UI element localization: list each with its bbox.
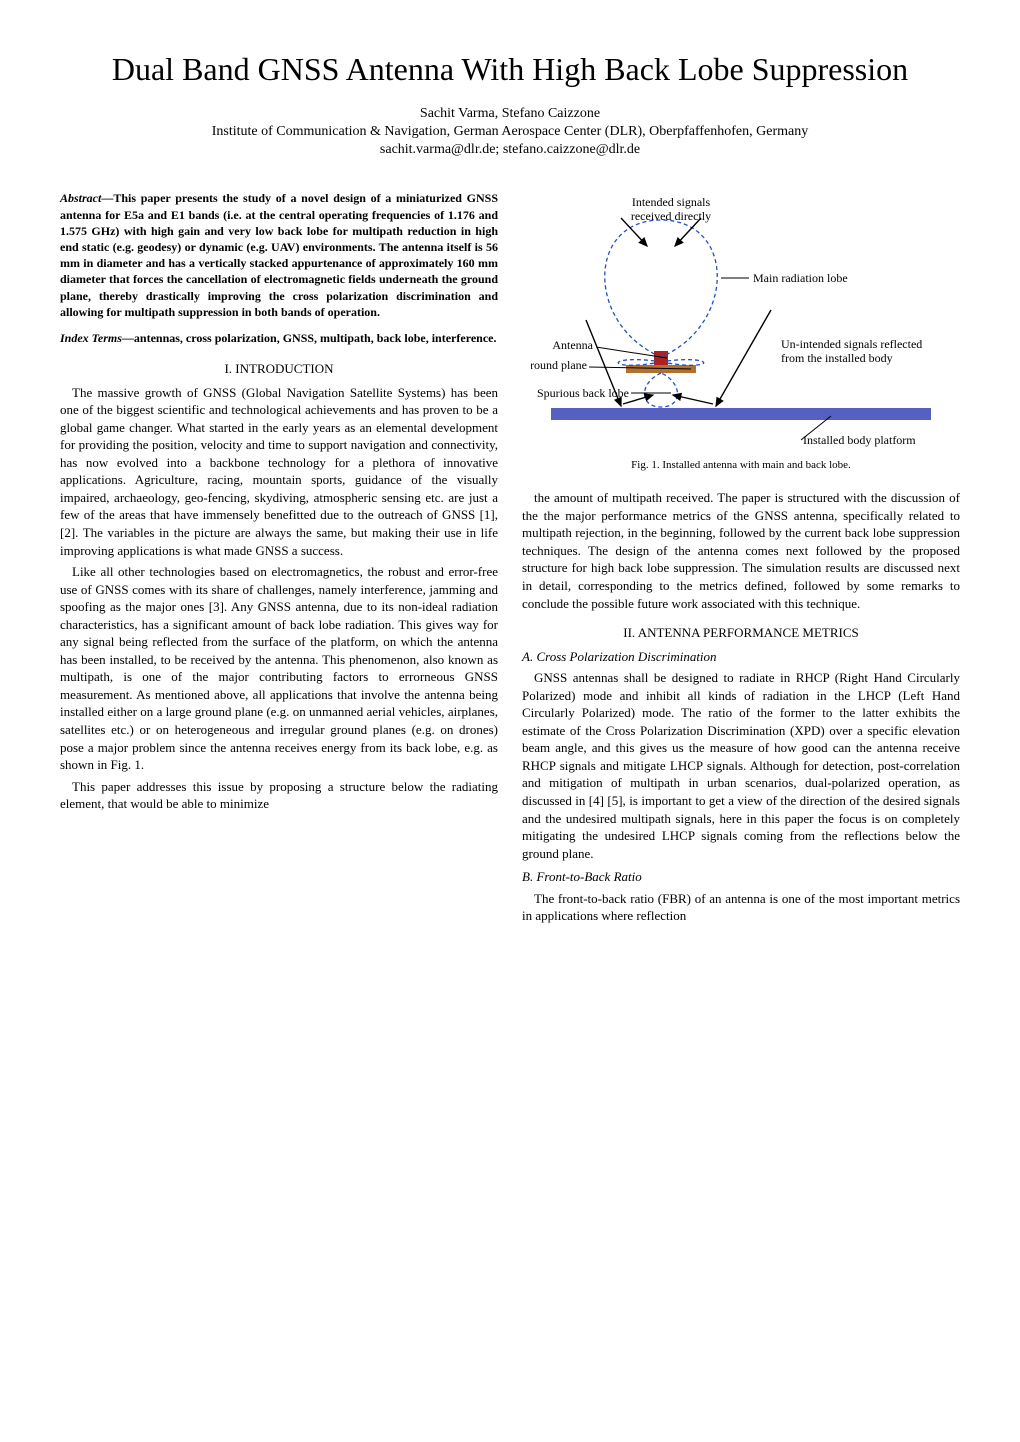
svg-text:received directly: received directly	[631, 209, 711, 223]
xpd-paragraph-1: GNSS antennas shall be designed to radia…	[522, 669, 960, 862]
figure-1-caption: Fig. 1. Installed antenna with main and …	[522, 458, 960, 473]
abstract-label: Abstract	[60, 191, 101, 205]
subsection-a-heading: A. Cross Polarization Discrimination	[522, 648, 960, 666]
column-left: Abstract—This paper presents the study o…	[60, 190, 498, 928]
index-terms-block: Index Terms—antennas, cross polarization…	[60, 330, 498, 346]
paper-emails: sachit.varma@dlr.de; stefano.caizzone@dl…	[60, 142, 960, 158]
abstract-block: Abstract—This paper presents the study o…	[60, 190, 498, 320]
section-1-heading: I. INTRODUCTION	[60, 360, 498, 378]
svg-text:from the installed body: from the installed body	[781, 351, 893, 365]
svg-text:Spurious back lobe: Spurious back lobe	[537, 386, 629, 400]
paper-affiliation: Institute of Communication & Navigation,…	[60, 124, 960, 140]
svg-text:Main radiation lobe: Main radiation lobe	[753, 271, 848, 285]
svg-text:Ground plane: Ground plane	[531, 358, 587, 372]
svg-text:Intended signals: Intended signals	[632, 195, 711, 209]
fbr-paragraph-1: The front-to-back ratio (FBR) of an ante…	[522, 890, 960, 925]
svg-text:Installed body platform: Installed body platform	[803, 433, 916, 447]
intro-paragraph-2: Like all other technologies based on ele…	[60, 563, 498, 774]
two-column-layout: Abstract—This paper presents the study o…	[60, 190, 960, 928]
section-2-heading: II. ANTENNA PERFORMANCE METRICS	[522, 624, 960, 642]
col2-paragraph-1: the amount of multipath received. The pa…	[522, 489, 960, 612]
index-terms-label: Index Terms	[60, 331, 122, 345]
paper-title: Dual Band GNSS Antenna With High Back Lo…	[60, 50, 960, 88]
column-right: Intended signalsreceived directly Main ra…	[522, 190, 960, 928]
subsection-b-heading: B. Front-to-Back Ratio	[522, 868, 960, 886]
figure-1: Intended signalsreceived directly Main ra…	[522, 190, 960, 450]
intro-paragraph-3: This paper addresses this issue by propo…	[60, 778, 498, 813]
paper-authors: Sachit Varma, Stefano Caizzone	[60, 106, 960, 122]
svg-text:Un-intended signals reflected: Un-intended signals reflected	[781, 337, 922, 351]
abstract-text: —This paper presents the study of a nove…	[60, 191, 498, 318]
index-terms-text: —antennas, cross polarization, GNSS, mul…	[122, 331, 497, 345]
figure-1-diagram: Intended signalsreceived directly Main ra…	[531, 190, 951, 450]
intro-paragraph-1: The massive growth of GNSS (Global Navig…	[60, 384, 498, 559]
svg-text:Antenna: Antenna	[552, 338, 593, 352]
